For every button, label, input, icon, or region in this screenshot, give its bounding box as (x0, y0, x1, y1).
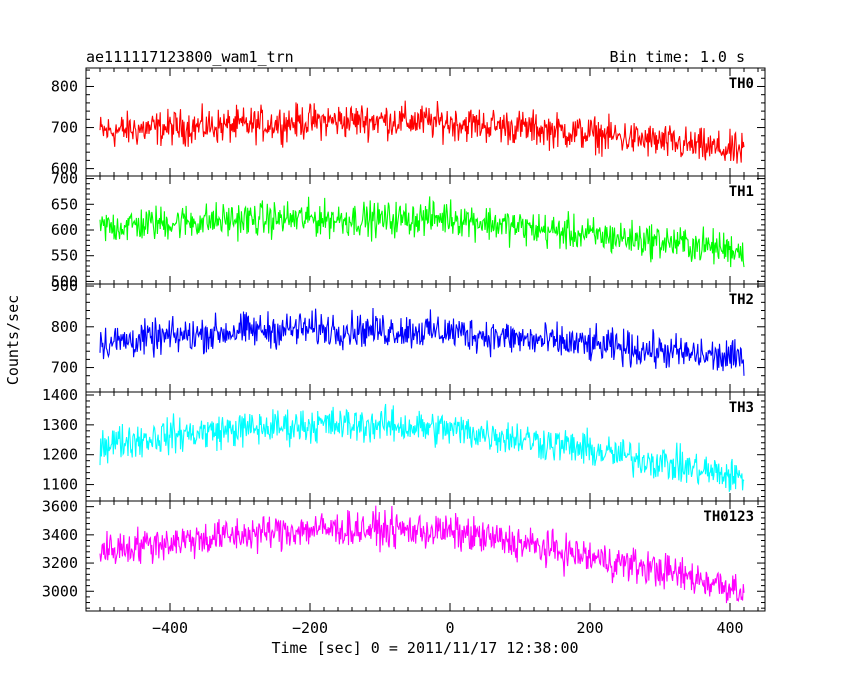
panel-label-th3: TH3 (729, 400, 754, 416)
y-tick-label: 550 (51, 247, 78, 265)
y-tick-label: 3200 (42, 554, 78, 572)
series-line-th0123 (99, 505, 745, 604)
panel-frame (85, 391, 766, 502)
panel-th0123: 3000 3200 3400 3600 TH0123 (42, 498, 766, 612)
y-tick-label: 500 (51, 272, 78, 290)
y-tick-label: 800 (51, 77, 78, 95)
y-tick-label: 600 (51, 160, 78, 178)
x-tick-label: 400 (716, 619, 743, 637)
panel-th3: 1100 1200 1300 1400 TH3 (42, 386, 766, 502)
panel-th2: 700 800 900 TH2 (51, 277, 766, 393)
y-tick-label: 1300 (42, 416, 78, 434)
series-line-th0 (99, 100, 745, 164)
y-tick-label: 3600 (42, 498, 78, 516)
series-line-th1 (99, 196, 745, 268)
panel-th0: 600 700 800 TH0 (51, 67, 766, 178)
panel-label-th1: TH1 (729, 184, 754, 200)
series-line-th3 (99, 403, 745, 492)
chart-title: ae111117123800_wam1_trn (86, 48, 294, 66)
bin-time-label: Bin time: 1.0 s (610, 48, 745, 66)
y-tick-label: 700 (51, 359, 78, 377)
x-tick-label: 0 (445, 619, 454, 637)
x-tick-label: −200 (292, 619, 328, 637)
y-tick-label: 800 (51, 318, 78, 336)
panel-label-th0: TH0 (729, 76, 754, 92)
x-tick-label: 200 (576, 619, 603, 637)
y-tick-label: 900 (51, 277, 78, 295)
y-tick-label: 700 (51, 119, 78, 137)
panel-label-th2: TH2 (729, 292, 754, 308)
y-tick-label: 3400 (42, 526, 78, 544)
x-axis-tick-labels: −400 −200 0 200 400 (152, 619, 744, 637)
y-tick-label: 1400 (42, 386, 78, 404)
y-tick-label: 3000 (42, 582, 78, 600)
x-axis-title: Time [sec] 0 = 2011/11/17 12:38:00 (271, 639, 578, 657)
y-tick-label: 1200 (42, 446, 78, 464)
panel-label-th0123: TH0123 (703, 509, 754, 525)
x-tick-label: −400 (152, 619, 188, 637)
panel-th1: 500 550 600 650 700 TH1 (51, 170, 766, 290)
series-line-th2 (99, 307, 745, 376)
y-tick-label: 700 (51, 170, 78, 188)
y-axis-title: Counts/sec (4, 295, 22, 385)
y-tick-label: 650 (51, 195, 78, 213)
panel-frame (85, 500, 766, 612)
y-tick-label: 1100 (42, 476, 78, 494)
panel-frame (85, 175, 766, 285)
y-tick-label: 600 (51, 221, 78, 239)
